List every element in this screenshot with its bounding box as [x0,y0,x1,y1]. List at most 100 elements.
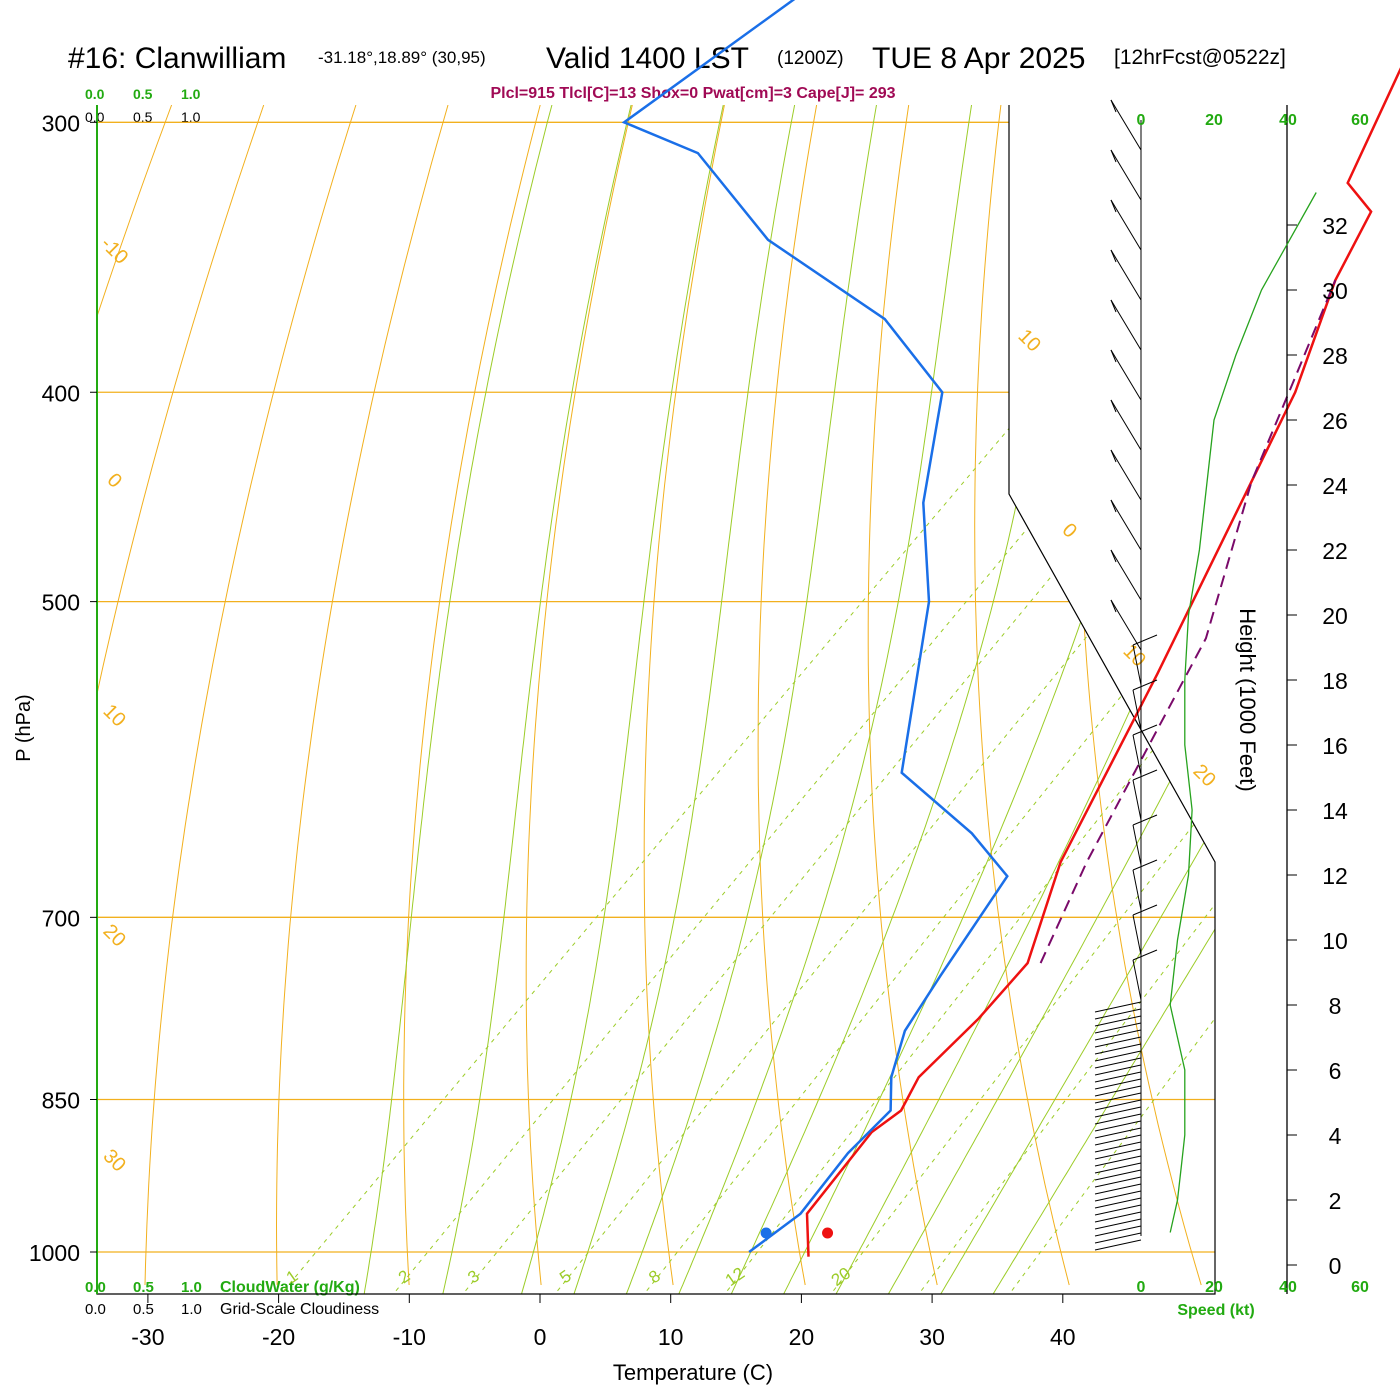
dry-adiabat [403,105,541,1286]
wind-barb [1110,549,1117,563]
mixing-ratio-line [915,391,1215,1294]
wind-barb [1094,1232,1142,1244]
speed-axis-title: Speed (kt) [1177,1302,1254,1319]
wind-barb [1094,1120,1142,1132]
height-tick-label: 16 [1322,733,1348,759]
wind-barb [1110,399,1117,413]
wind-barb [1094,1036,1142,1048]
mixing-ratio-line [459,391,1205,1294]
wind-barb [1094,1113,1142,1125]
mixing-ratio-label: 12 [722,1264,748,1290]
mixing-ratio-line [551,391,1215,1294]
wind-barb [1110,349,1142,401]
pressure-tick-label: 500 [42,590,80,616]
pressure-tick-label: 1000 [29,1240,80,1266]
wind-barb [1094,1211,1142,1223]
wind-barb [1094,1071,1142,1083]
wind-barb [1110,99,1142,151]
dry-adiabat [97,105,173,1286]
wind-barb [1132,769,1158,781]
wind-barb [1110,399,1142,451]
wind-barb [1110,349,1117,363]
dry-adiabat [974,105,1070,1286]
station-coords: -31.18°,18.89° (30,95) [318,48,486,67]
mixing-ratio-line [827,391,1215,1294]
x-axis-title: Temperature (C) [613,1360,773,1385]
wind-barb [1094,1162,1142,1174]
wind-barb [1132,679,1158,691]
temp-tick-label: 0 [534,1324,547,1350]
cloud-tick: 0.0 [85,1301,106,1318]
height-tick-label: 2 [1329,1188,1342,1214]
mixing-ratio-line [277,391,1041,1294]
moist-adiabat [885,105,1215,1294]
wind-barb [1132,644,1142,686]
cloud-tick: 0.5 [133,1279,154,1296]
height-axis-title: Height (1000 Feet) [1235,608,1260,791]
height-tick-label: 22 [1322,538,1348,564]
wind-barb [1094,1183,1142,1195]
temp-tick-label: 10 [658,1324,684,1350]
wind-barb [1110,599,1117,613]
speed-tick-label: 40 [1279,112,1297,129]
height-tick-label: 8 [1329,993,1342,1019]
mixing-ratio-line [640,391,1215,1294]
speed-profile-line [1169,192,1317,1233]
cloud-tick: 0.0 [85,109,105,125]
wind-barbs [1094,99,1158,1251]
wind-barb [1094,1190,1142,1202]
mixing-ratio-label: 2 [395,1266,414,1287]
adiabat-label: 0 [103,469,126,492]
wind-barb [1110,299,1117,313]
wind-barb [1132,859,1158,871]
speed-tick-label: 40 [1279,1279,1297,1296]
cloud-tick: 0.0 [85,1279,106,1296]
wind-barb [1110,149,1117,163]
dry-adiabat [643,105,725,1286]
temp-tick-label: 30 [919,1324,945,1350]
wind-barb [1132,959,1142,1001]
dry-adiabat [757,105,818,1286]
mixing-ratio-line [389,391,1142,1294]
speed-tick-label: 0 [1137,1279,1146,1296]
wind-barb [1094,1008,1142,1020]
mixing-ratio-label: 3 [464,1266,483,1287]
wind-barb [1094,1106,1142,1118]
pressure-tick-label: 300 [42,110,80,136]
wind-barb [1094,1197,1142,1209]
cloud-tick: 0.0 [85,86,105,102]
wind-barb [1110,99,1117,113]
wind-barb [1094,1148,1142,1160]
cloud-tick: 1.0 [181,1301,202,1318]
wind-barb [1094,1204,1142,1216]
wind-barb [1110,499,1117,513]
adiabat-label: -10 [96,233,132,269]
cloud-scale-top: 0.0 0.5 1.0 0.0 0.5 1.0 [85,86,201,125]
adiabat-label: 20 [1189,760,1220,791]
speed-tick-label: 0 [1137,112,1146,129]
height-tick-label: 30 [1322,278,1348,304]
height-tick-label: 4 [1329,1123,1342,1149]
wind-barb [1110,449,1117,463]
adiabat-label: 10 [99,700,130,731]
speed-tick-label: 20 [1205,1279,1223,1296]
height-tick-label: 28 [1322,343,1348,369]
wind-barb [1094,1001,1142,1013]
wind-barb [1110,549,1142,601]
mixing-ratio-line [1006,391,1215,1294]
moist-adiabat [363,105,596,1294]
temp-tick-label: -10 [393,1324,426,1350]
wind-barb [1094,1218,1142,1230]
wind-barb [1110,199,1117,213]
y-axis-title: P (hPa) [13,694,35,761]
wind-barb [1094,1127,1142,1139]
height-tick-label: 10 [1322,928,1348,954]
mixing-ratio-line [721,391,1215,1294]
adiabat-label: 30 [99,1145,130,1176]
dry-adiabat [867,105,938,1286]
wind-barb [1094,1022,1142,1034]
dry-adiabat [525,105,633,1286]
parcel-line [1039,279,1337,964]
